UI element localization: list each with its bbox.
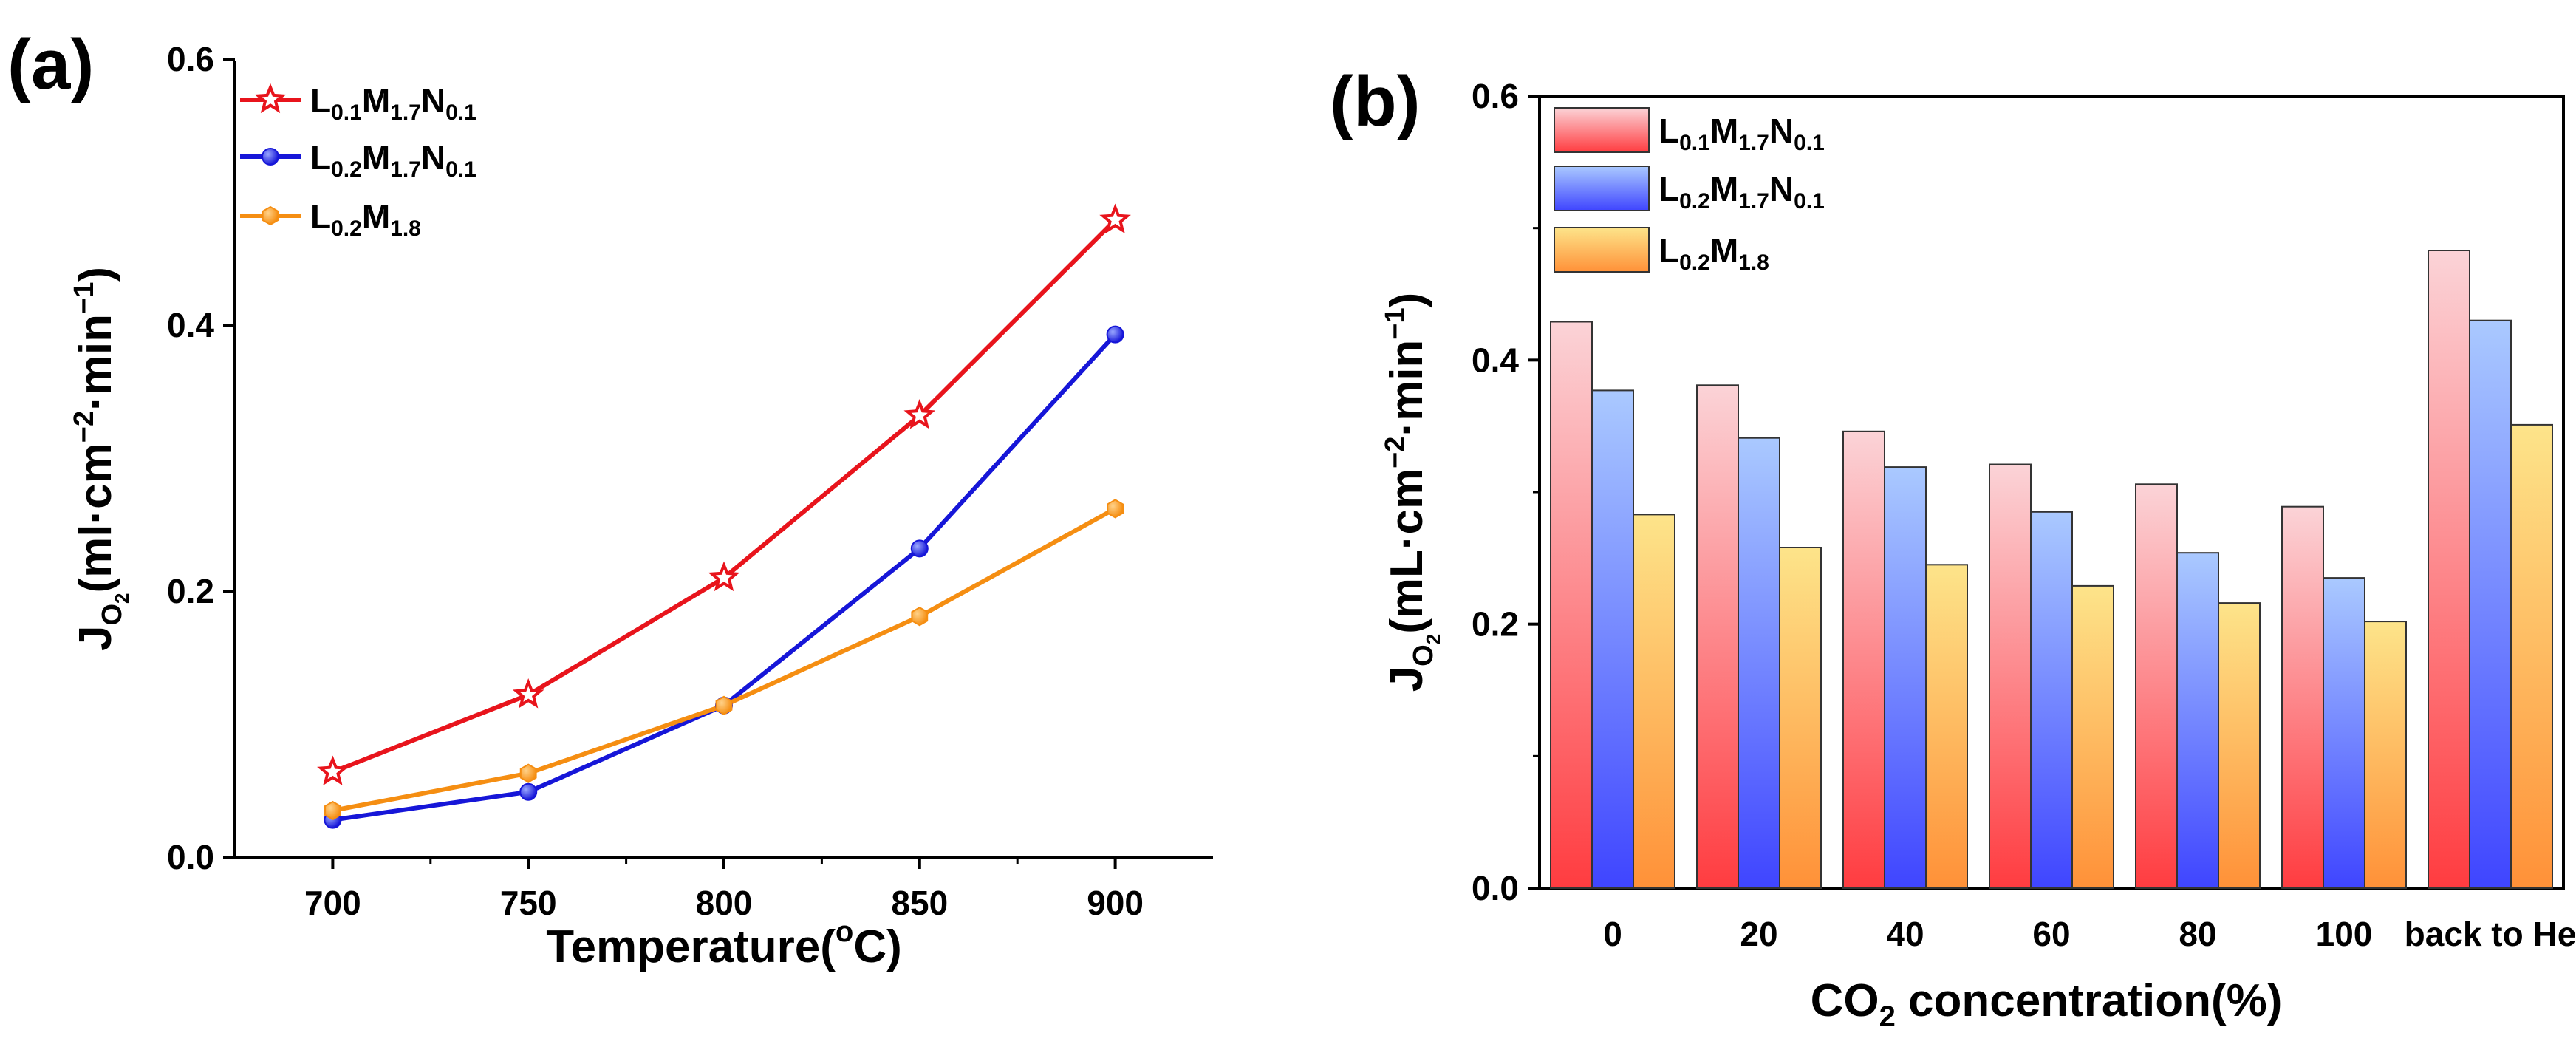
x-tick-label: 900 <box>1087 884 1144 922</box>
y-tick-label: 0.4 <box>1472 341 1519 379</box>
legend-sphere-icon <box>262 148 279 166</box>
bar-pink <box>2281 505 2324 889</box>
y-tick-label: 0.0 <box>167 838 214 876</box>
bar-blue <box>1591 389 1634 889</box>
bar-yellow <box>2510 423 2553 889</box>
data-point-sphere <box>519 782 538 801</box>
y-ticks: 0.0 0.2 0.4 0.6 <box>1472 77 1540 907</box>
bars <box>1550 250 2553 890</box>
y-tick-label: 0.2 <box>167 572 214 610</box>
y-tick-label: 0.0 <box>1472 869 1519 907</box>
data-point-star <box>1099 203 1131 233</box>
data-point-star <box>512 678 544 709</box>
y-tick-label: 0.6 <box>1472 77 1519 115</box>
data-point-star <box>903 399 936 429</box>
bar-blue <box>2469 319 2512 889</box>
legend: L0.1M1.7N0.1 L0.2M1.7N0.1 L0.2M1.8 <box>240 81 476 241</box>
panel-label-b: (b) <box>1330 62 1421 141</box>
x-tick-label: 800 <box>696 884 753 922</box>
bar-blue <box>1884 466 1927 889</box>
x-tick-label: 20 <box>1740 915 1777 953</box>
bar-blue <box>2323 577 2365 889</box>
data-point-star <box>708 561 740 592</box>
data-point-sphere <box>1106 325 1124 344</box>
y-tick-label: 0.4 <box>167 306 214 344</box>
legend-star-icon <box>254 83 287 114</box>
line-chart-panel: (a) 0.0 0.2 0.4 0.6 700 750 800 850 900 Tempera… <box>7 25 1213 972</box>
legend-item: L0.2M1.8 <box>1554 227 1769 275</box>
x-axis-label: CO2 concentration(%) <box>1811 975 2283 1033</box>
data-point-hexagon <box>519 763 537 783</box>
series-line-red <box>332 218 1117 774</box>
legend-item: L0.1M1.7N0.1 <box>240 81 476 125</box>
bar-pink <box>2135 483 2178 889</box>
legend-item: L0.2M1.7N0.1 <box>240 138 476 182</box>
bar-yellow <box>2364 621 2407 889</box>
x-tick-label: 750 <box>500 884 557 922</box>
legend: L0.1M1.7N0.1 L0.2M1.7N0.1 L0.2M1.8 <box>1554 107 1825 275</box>
legend-hexagon-icon <box>262 205 279 226</box>
x-tick-label: 60 <box>2032 915 2070 953</box>
series-markers <box>317 203 1131 829</box>
x-tick-label: 700 <box>304 884 361 922</box>
legend-label: L0.1M1.7N0.1 <box>310 81 476 125</box>
legend-swatch-blue <box>1554 166 1650 211</box>
legend-item: L0.1M1.7N0.1 <box>1554 107 1825 155</box>
bar-yellow <box>1925 564 1968 889</box>
bar-yellow <box>1633 514 1675 890</box>
data-point-hexagon <box>1107 499 1124 519</box>
x-axis-label: Temperature(oC) <box>546 915 901 972</box>
y-tick-label: 0.2 <box>1472 605 1519 644</box>
legend-label: L0.2M1.8 <box>310 197 421 241</box>
bar-yellow <box>2218 602 2261 889</box>
data-point-hexagon <box>324 800 341 821</box>
x-tick-label: 850 <box>891 884 948 922</box>
bar-pink <box>1696 384 1739 889</box>
data-point-hexagon <box>911 607 929 627</box>
data-point-hexagon <box>715 695 733 715</box>
bar-yellow <box>2071 584 2114 890</box>
legend-item: L0.2M1.7N0.1 <box>1554 166 1825 214</box>
bar-chart-panel: (b) 0.00.20.40.6 0 20 40 60 80 100 back to He … <box>1330 62 2576 1033</box>
bar-yellow <box>1779 547 1822 889</box>
bar-pink <box>1550 321 1593 889</box>
legend-swatch-pink <box>1554 107 1650 153</box>
legend-label: L0.2M1.8 <box>1658 231 1769 275</box>
y-axis-label: JO2(ml·cm−2·min−1) <box>69 267 133 651</box>
data-point-sphere <box>910 539 929 558</box>
series-lines <box>332 218 1117 822</box>
bar-blue <box>1738 437 1780 889</box>
bar-pink <box>2428 250 2470 889</box>
series-line-orange <box>332 506 1117 813</box>
y-tick-label: 0.6 <box>167 40 214 78</box>
legend-label: L0.2M1.7N0.1 <box>310 138 476 182</box>
y-ticks: 0.0 0.2 0.4 0.6 <box>167 40 235 876</box>
x-ticks: 0 20 40 60 80 100 back to He <box>1603 915 2576 953</box>
legend-swatch-yellow <box>1554 227 1650 273</box>
panel-label-a: (a) <box>7 25 94 104</box>
bar-pink <box>1842 430 1885 889</box>
x-tick-label: 40 <box>1886 915 1924 953</box>
bar-blue <box>2176 552 2219 889</box>
bar-blue <box>2030 511 2073 889</box>
x-ticks: 700 750 800 850 900 <box>304 857 1144 922</box>
y-axis-label: JO2(mL·cm−2·min−1) <box>1380 293 1444 692</box>
x-tick-label: 0 <box>1603 915 1622 953</box>
x-tick-label: 80 <box>2179 915 2216 953</box>
legend-label: L0.1M1.7N0.1 <box>1658 112 1825 155</box>
legend-item: L0.2M1.8 <box>240 197 421 241</box>
x-tick-label: back to He <box>2405 915 2576 953</box>
bar-pink <box>1989 463 2032 889</box>
data-point-star <box>317 755 349 785</box>
legend-label: L0.2M1.7N0.1 <box>1658 170 1825 214</box>
x-tick-label: 100 <box>2316 915 2373 953</box>
